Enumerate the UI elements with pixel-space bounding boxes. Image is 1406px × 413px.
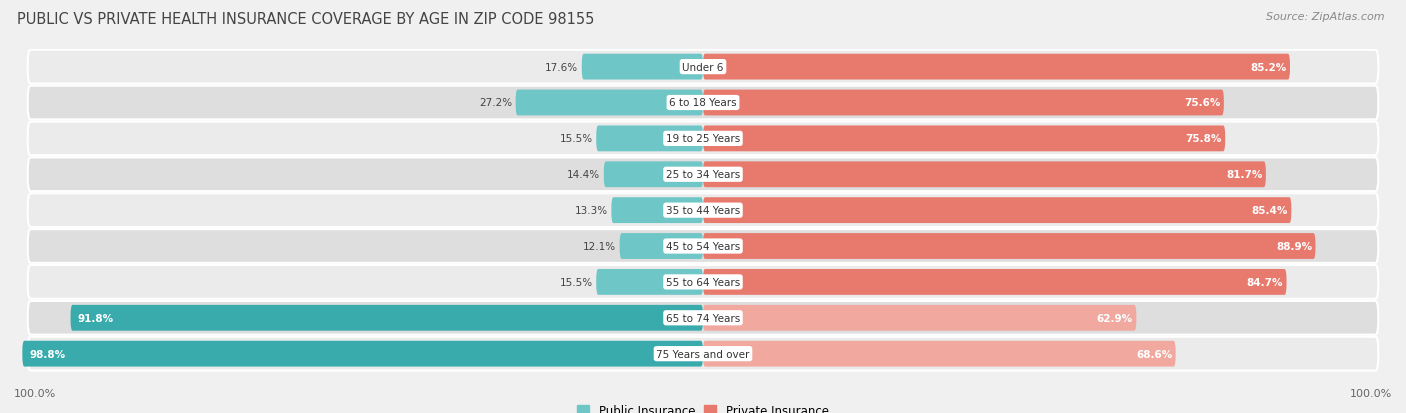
FancyBboxPatch shape	[612, 198, 703, 223]
Text: 75.6%: 75.6%	[1184, 98, 1220, 108]
FancyBboxPatch shape	[516, 90, 703, 116]
Text: 65 to 74 Years: 65 to 74 Years	[666, 313, 740, 323]
Text: 45 to 54 Years: 45 to 54 Years	[666, 242, 740, 252]
Text: 19 to 25 Years: 19 to 25 Years	[666, 134, 740, 144]
Text: 81.7%: 81.7%	[1226, 170, 1263, 180]
Text: 17.6%: 17.6%	[546, 62, 578, 72]
FancyBboxPatch shape	[603, 162, 703, 188]
Text: 75 Years and over: 75 Years and over	[657, 349, 749, 359]
FancyBboxPatch shape	[28, 337, 1378, 370]
FancyBboxPatch shape	[703, 55, 1289, 81]
FancyBboxPatch shape	[28, 194, 1378, 228]
Text: 62.9%: 62.9%	[1097, 313, 1133, 323]
Text: 35 to 44 Years: 35 to 44 Years	[666, 206, 740, 216]
FancyBboxPatch shape	[28, 122, 1378, 156]
Text: 84.7%: 84.7%	[1247, 277, 1284, 287]
Text: PUBLIC VS PRIVATE HEALTH INSURANCE COVERAGE BY AGE IN ZIP CODE 98155: PUBLIC VS PRIVATE HEALTH INSURANCE COVER…	[17, 12, 595, 27]
Text: 100.0%: 100.0%	[14, 388, 56, 398]
FancyBboxPatch shape	[28, 301, 1378, 335]
Text: 13.3%: 13.3%	[575, 206, 607, 216]
FancyBboxPatch shape	[582, 55, 703, 81]
FancyBboxPatch shape	[28, 158, 1378, 192]
Text: 15.5%: 15.5%	[560, 134, 593, 144]
Text: 88.9%: 88.9%	[1275, 242, 1312, 252]
FancyBboxPatch shape	[703, 233, 1316, 259]
FancyBboxPatch shape	[22, 341, 703, 367]
FancyBboxPatch shape	[28, 51, 1378, 84]
FancyBboxPatch shape	[703, 198, 1291, 223]
FancyBboxPatch shape	[703, 305, 1136, 331]
FancyBboxPatch shape	[703, 90, 1223, 116]
FancyBboxPatch shape	[28, 266, 1378, 299]
Text: 98.8%: 98.8%	[30, 349, 65, 359]
Text: 91.8%: 91.8%	[77, 313, 114, 323]
Text: 68.6%: 68.6%	[1136, 349, 1173, 359]
FancyBboxPatch shape	[703, 162, 1265, 188]
FancyBboxPatch shape	[703, 341, 1175, 367]
Text: 55 to 64 Years: 55 to 64 Years	[666, 277, 740, 287]
Text: 15.5%: 15.5%	[560, 277, 593, 287]
Text: 6 to 18 Years: 6 to 18 Years	[669, 98, 737, 108]
FancyBboxPatch shape	[28, 86, 1378, 120]
Text: 14.4%: 14.4%	[567, 170, 600, 180]
FancyBboxPatch shape	[596, 126, 703, 152]
FancyBboxPatch shape	[703, 269, 1286, 295]
FancyBboxPatch shape	[620, 233, 703, 259]
Text: 100.0%: 100.0%	[1350, 388, 1392, 398]
Text: 85.4%: 85.4%	[1251, 206, 1288, 216]
Text: Under 6: Under 6	[682, 62, 724, 72]
Text: 27.2%: 27.2%	[479, 98, 512, 108]
Text: 85.2%: 85.2%	[1250, 62, 1286, 72]
Text: 25 to 34 Years: 25 to 34 Years	[666, 170, 740, 180]
Text: 12.1%: 12.1%	[583, 242, 616, 252]
FancyBboxPatch shape	[596, 269, 703, 295]
FancyBboxPatch shape	[70, 305, 703, 331]
Text: 75.8%: 75.8%	[1185, 134, 1222, 144]
FancyBboxPatch shape	[703, 126, 1225, 152]
Legend: Public Insurance, Private Insurance: Public Insurance, Private Insurance	[578, 404, 828, 413]
FancyBboxPatch shape	[28, 230, 1378, 263]
Text: Source: ZipAtlas.com: Source: ZipAtlas.com	[1267, 12, 1385, 22]
